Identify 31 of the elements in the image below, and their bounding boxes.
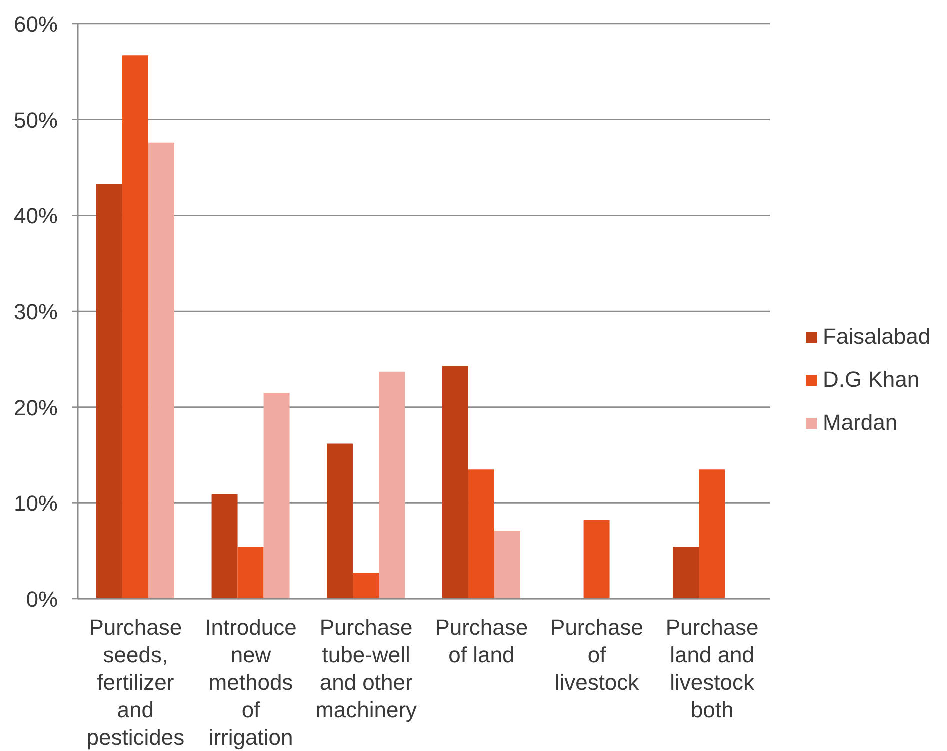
bar: [327, 444, 354, 599]
y-tick-label: 20%: [14, 395, 58, 420]
bar: [494, 530, 520, 599]
x-tick-label: Purchase seeds, fertilizer and pesticides: [86, 615, 185, 750]
legend-label: Mardan: [823, 410, 898, 436]
bar: [442, 366, 468, 599]
bar: [584, 520, 610, 599]
y-tick-label: 10%: [14, 491, 58, 516]
bar: [264, 392, 290, 599]
x-tick-label: Purchase land and livestock both: [666, 615, 759, 722]
y-tick-label: 40%: [14, 204, 58, 229]
y-tick-label: 0%: [26, 587, 58, 612]
bar: [148, 142, 174, 599]
legend-label: D.G Khan: [823, 367, 920, 393]
x-tick-label: Purchase of land: [435, 615, 528, 668]
y-tick-label: 30%: [14, 300, 58, 324]
legend-label: Faisalabad: [823, 324, 931, 350]
bar: [96, 184, 122, 599]
x-tick-label: Purchase of livestock: [550, 615, 644, 695]
y-tick-label: 60%: [14, 12, 58, 37]
bar: [699, 470, 726, 599]
y-tick-label: 50%: [14, 108, 58, 133]
bar: [379, 372, 406, 599]
bar: [468, 470, 494, 599]
x-tick-label: Purchase tube-well and other machinery: [316, 615, 418, 722]
bar: [353, 573, 380, 599]
x-tick-label: Introduce new methods of irrigation: [205, 615, 297, 750]
bar: [122, 56, 148, 599]
bar: [238, 547, 264, 599]
bar: [212, 494, 238, 599]
bar: [673, 547, 700, 599]
